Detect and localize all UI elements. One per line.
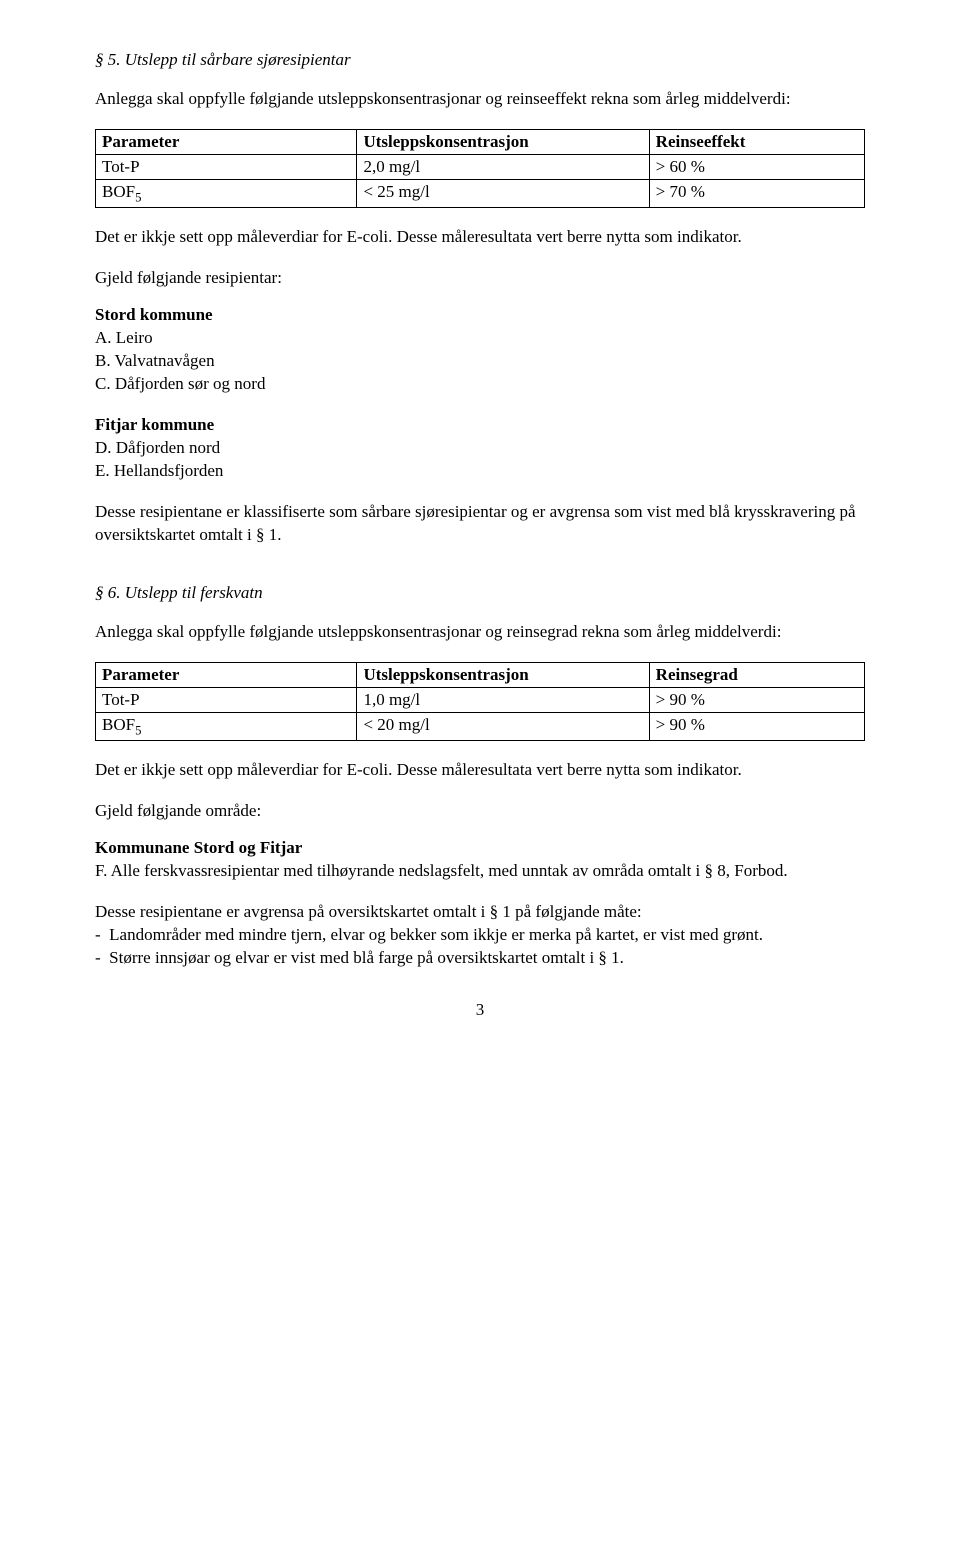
table-header-row: Parameter Utsleppskonsentrasjon Reinseef… xyxy=(96,129,865,154)
table-row: Tot-P 1,0 mg/l > 90 % xyxy=(96,687,865,712)
table-header-cell: Utsleppskonsentrasjon xyxy=(357,129,649,154)
list-item: D. Dåfjorden nord xyxy=(95,437,865,460)
table-cell: Tot-P xyxy=(96,154,357,179)
section-6-closing-intro: Desse resipientane er avgrensa på oversi… xyxy=(95,901,865,924)
table-cell: Tot-P xyxy=(96,687,357,712)
recipient-group: Stord kommune A. Leiro B. Valvatnavågen … xyxy=(95,304,865,396)
list-item: E. Hellandsfjorden xyxy=(95,460,865,483)
table-cell: > 70 % xyxy=(649,179,864,207)
table-header-cell: Reinseeffekt xyxy=(649,129,864,154)
section-5-heading: § 5. Utslepp til sårbare sjøresipientar xyxy=(95,50,865,70)
table-cell: < 25 mg/l xyxy=(357,179,649,207)
bullet-item: - Større innsjøar og elvar er vist med b… xyxy=(109,947,865,970)
bullet-list: - Landområder med mindre tjern, elvar og… xyxy=(95,924,865,970)
section-6-intro: Anlegga skal oppfylle følgjande utslepps… xyxy=(95,621,865,644)
section-5-closing: Desse resipientane er klassifiserte som … xyxy=(95,501,865,547)
table-header-cell: Parameter xyxy=(96,662,357,687)
table-cell: 1,0 mg/l xyxy=(357,687,649,712)
page-number: 3 xyxy=(95,1000,865,1020)
table-cell: > 90 % xyxy=(649,712,864,740)
table-row: BOF5 < 25 mg/l > 70 % xyxy=(96,179,865,207)
list-item: A. Leiro xyxy=(95,327,865,350)
document-page: § 5. Utslepp til sårbare sjøresipientar … xyxy=(0,0,960,1546)
table-cell: 2,0 mg/l xyxy=(357,154,649,179)
bullet-text: Landområder med mindre tjern, elvar og b… xyxy=(109,925,763,944)
section-5-gjeld: Gjeld følgjande resipientar: xyxy=(95,267,865,290)
bullet-item: - Landområder med mindre tjern, elvar og… xyxy=(109,924,865,947)
table-header-cell: Parameter xyxy=(96,129,357,154)
group-title: Stord kommune xyxy=(95,304,865,327)
recipient-group: Fitjar kommune D. Dåfjorden nord E. Hell… xyxy=(95,414,865,483)
table-cell: BOF5 xyxy=(96,179,357,207)
section-5-intro: Anlegga skal oppfylle følgjande utslepps… xyxy=(95,88,865,111)
table-header-cell: Reinsegrad xyxy=(649,662,864,687)
section-6-heading: § 6. Utslepp til ferskvatn xyxy=(95,583,865,603)
table-row: Tot-P 2,0 mg/l > 60 % xyxy=(96,154,865,179)
section-6-gjeld: Gjeld følgjande område: xyxy=(95,800,865,823)
table-cell: BOF5 xyxy=(96,712,357,740)
list-item: F. Alle ferskvassresipientar med tilhøyr… xyxy=(115,860,865,883)
list-item: B. Valvatnavågen xyxy=(95,350,865,373)
list-item: C. Dåfjorden sør og nord xyxy=(95,373,865,396)
table-cell: < 20 mg/l xyxy=(357,712,649,740)
table-cell: > 60 % xyxy=(649,154,864,179)
section-6-note: Det er ikkje sett opp måleverdiar for E-… xyxy=(95,759,865,782)
section-6-table: Parameter Utsleppskonsentrasjon Reinsegr… xyxy=(95,662,865,741)
table-row: BOF5 < 20 mg/l > 90 % xyxy=(96,712,865,740)
table-header-row: Parameter Utsleppskonsentrasjon Reinsegr… xyxy=(96,662,865,687)
group-title: Fitjar kommune xyxy=(95,414,865,437)
bullet-text: Større innsjøar og elvar er vist med blå… xyxy=(109,948,624,967)
group-title: Kommunane Stord og Fitjar xyxy=(95,837,865,860)
table-header-cell: Utsleppskonsentrasjon xyxy=(357,662,649,687)
section-5-table: Parameter Utsleppskonsentrasjon Reinseef… xyxy=(95,129,865,208)
table-cell: > 90 % xyxy=(649,687,864,712)
section-5-note: Det er ikkje sett opp måleverdiar for E-… xyxy=(95,226,865,249)
recipient-group: Kommunane Stord og Fitjar F. Alle ferskv… xyxy=(95,837,865,883)
